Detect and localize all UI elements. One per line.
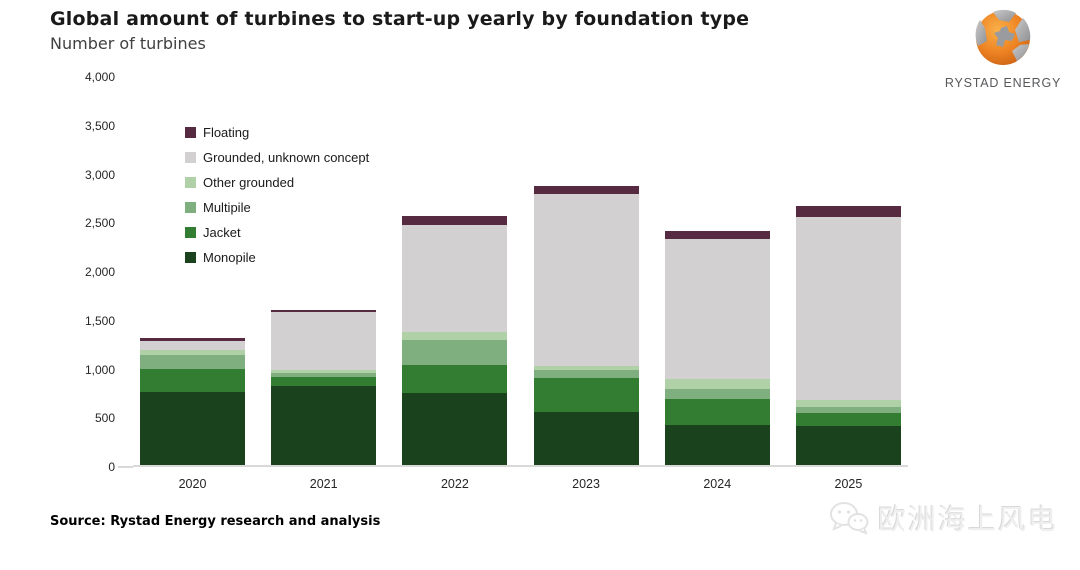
- watermark-text: 欧洲海上风电: [877, 504, 1058, 535]
- bar-segment-grounded-unknown-concept: [140, 341, 245, 350]
- legend-swatch: [185, 127, 196, 138]
- bar-segment-monopile: [271, 386, 377, 465]
- bar-2023: 2023: [533, 77, 639, 491]
- legend-item-multipile: Multipile: [185, 195, 369, 220]
- y-tick-label: 2,000: [84, 265, 115, 279]
- legend-item-other-grounded: Other grounded: [185, 170, 369, 195]
- bar-segment-grounded-unknown-concept: [795, 217, 901, 400]
- bar-segment-grounded-unknown-concept: [533, 193, 639, 366]
- legend-label: Multipile: [203, 200, 251, 215]
- bar-segment-monopile: [402, 392, 508, 465]
- x-tick-label: 2023: [572, 477, 600, 491]
- bar-segment-grounded-unknown-concept: [402, 225, 508, 333]
- y-tick-label: 1,500: [84, 313, 115, 328]
- legend-swatch: [185, 252, 196, 263]
- bar-2020: 2020: [140, 77, 245, 491]
- y-tick-label: 2,500: [84, 216, 115, 231]
- bar-segment-multipile: [140, 354, 245, 370]
- bar-2025: 2025: [795, 77, 901, 491]
- x-tick-label: 2020: [178, 477, 207, 491]
- bar-segment-monopile: [795, 426, 901, 465]
- legend-swatch: [185, 152, 196, 163]
- legend-swatch: [185, 177, 196, 188]
- bar-segment-monopile: [664, 425, 770, 465]
- chart-subtitle: Number of turbines: [50, 34, 206, 53]
- brand-name: RYSTAD ENERGY: [944, 76, 1062, 90]
- bar-segment-jacket: [795, 413, 901, 426]
- y-tick-label: 3,000: [84, 167, 115, 182]
- legend-swatch: [185, 202, 196, 213]
- bar-segment-other-grounded: [402, 332, 508, 341]
- bar-2024: 2024: [664, 77, 770, 491]
- rystad-energy-logo: RYSTAD ENERGY: [944, 8, 1062, 90]
- legend-swatch: [185, 227, 196, 238]
- legend-item-floating: Floating: [185, 120, 369, 145]
- y-tick-label: 500: [94, 411, 115, 426]
- y-axis-tick-zero: [118, 466, 133, 468]
- bar-2021: 2021: [271, 77, 377, 491]
- bar-segment-floating: [795, 206, 901, 218]
- bar-segment-jacket: [402, 364, 508, 393]
- bar-segment-jacket: [140, 369, 245, 392]
- bar-segment-jacket: [664, 398, 770, 426]
- x-tick-label: 2022: [440, 477, 469, 491]
- plot-area: 2020 2021 2022 2023 2024 2025: [133, 77, 908, 491]
- bar-segment-other-grounded: [664, 379, 770, 389]
- bar-segment-other-grounded: [795, 399, 901, 407]
- bar-segment-multipile: [533, 370, 639, 379]
- bar-segment-floating: [271, 310, 377, 312]
- bar-segment-monopile: [140, 391, 245, 465]
- y-tick-label: 4,000: [84, 70, 115, 84]
- bar-segment-monopile: [533, 412, 639, 465]
- legend-item-grounded-unknown-concept: Grounded, unknown concept: [185, 145, 369, 170]
- y-tick-label: 1,000: [84, 362, 115, 377]
- x-tick-label: 2025: [834, 477, 863, 491]
- source-note: Source: Rystad Energy research and analy…: [50, 514, 381, 529]
- y-axis: 0 500 1,000 1,500 2,000 2,500 3,000 3,500 4,000: [40, 70, 125, 474]
- legend-label: Monopile: [203, 250, 256, 265]
- legend-item-monopile: Monopile: [185, 245, 369, 270]
- bar-segment-other-grounded: [533, 365, 639, 371]
- chart-title: Global amount of turbines to start-up ye…: [50, 8, 750, 30]
- bar-segment-grounded-unknown-concept: [271, 311, 377, 371]
- bar-segment-jacket: [271, 377, 377, 387]
- chart-legend: Floating Grounded, unknown concept Other g…: [185, 120, 369, 270]
- bar-segment-floating: [664, 231, 770, 239]
- watermark: 欧洲海上风电: [828, 498, 1058, 538]
- x-tick-label: 2021: [309, 477, 338, 491]
- legend-label: Other grounded: [203, 175, 295, 190]
- bar-segment-floating: [533, 185, 639, 194]
- legend-label: Floating: [203, 125, 250, 140]
- legend-item-jacket: Jacket: [185, 220, 369, 245]
- bar-segment-other-grounded: [140, 349, 245, 355]
- bar-segment-multipile: [795, 406, 901, 414]
- x-tick-label: 2024: [703, 477, 732, 491]
- wechat-icon: [829, 502, 869, 535]
- y-tick-label: 3,500: [84, 118, 115, 133]
- legend-label: Jacket: [203, 225, 241, 240]
- bar-segment-grounded-unknown-concept: [664, 238, 770, 380]
- bar-segment-jacket: [533, 378, 639, 413]
- globe-icon: [975, 9, 1031, 65]
- bar-segment-floating: [140, 338, 245, 342]
- bar-segment-floating: [402, 215, 508, 226]
- legend-label: Grounded, unknown concept: [203, 150, 370, 165]
- bar-segment-multipile: [271, 373, 377, 378]
- bar-segment-multipile: [402, 340, 508, 365]
- bar-2022: 2022: [402, 77, 508, 491]
- bar-segment-other-grounded: [271, 370, 377, 374]
- bar-segment-multipile: [664, 388, 770, 399]
- y-tick-label: 0: [108, 460, 115, 474]
